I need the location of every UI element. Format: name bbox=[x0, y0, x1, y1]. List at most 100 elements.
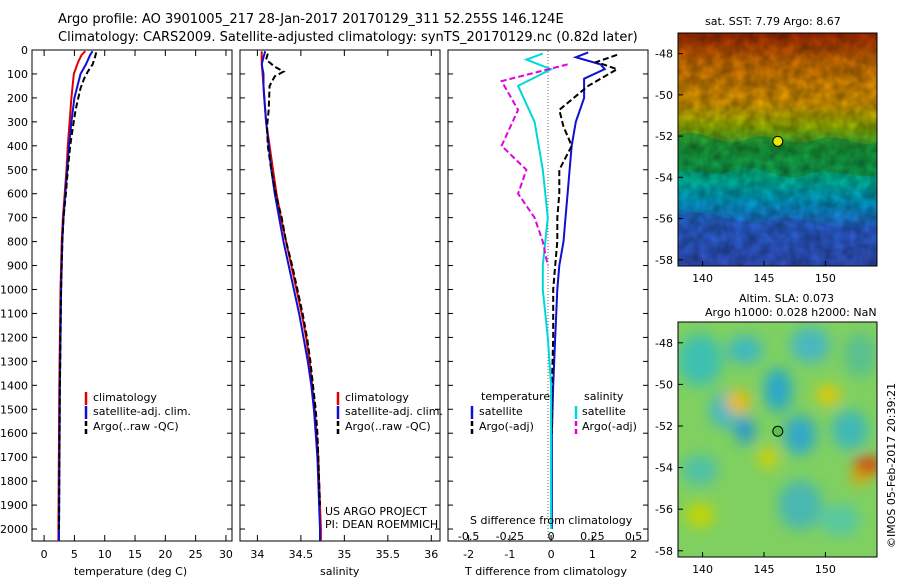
series-line-temperature-satellite bbox=[550, 51, 607, 529]
x-tick-label-top: 0.5 bbox=[625, 530, 643, 543]
sst-map-title: sat. SST: 7.79 Argo: 8.67 bbox=[705, 15, 841, 28]
x-tick-label: 0 bbox=[41, 548, 48, 561]
x-tick-label: 0 bbox=[548, 548, 555, 561]
map-y-tick-label: -48 bbox=[655, 337, 673, 350]
y-tick-label: 1300 bbox=[0, 355, 28, 368]
map-y-tick-label: -50 bbox=[655, 378, 673, 391]
map-y-tick-label: -58 bbox=[655, 254, 673, 267]
series-line-argo-raw-qc- bbox=[58, 52, 98, 530]
sla-map-title-1: Altim. SLA: 0.073 bbox=[739, 292, 835, 305]
series-line-temperature-argo-adj- bbox=[550, 53, 620, 434]
argo-float-marker bbox=[772, 425, 784, 437]
x-tick-label: -2 bbox=[463, 548, 474, 561]
map-y-tick-label: -56 bbox=[655, 503, 673, 516]
legend-temp-argo: Argo(-adj) bbox=[479, 420, 534, 433]
sla-map-title-2: Argo h1000: 0.028 h2000: NaN bbox=[705, 306, 877, 319]
map-y-tick-label: -54 bbox=[655, 462, 673, 475]
x-tick-label: 34 bbox=[250, 548, 264, 561]
y-tick-label: 1500 bbox=[0, 403, 28, 416]
sla-eddies bbox=[678, 327, 877, 536]
header-line-1: Argo profile: AO 3901005_217 28-Jan-2017… bbox=[58, 12, 564, 27]
project-annotation: US ARGO PROJECT bbox=[325, 505, 427, 518]
y-tick-label: 100 bbox=[7, 68, 28, 81]
x-tick-label: 2 bbox=[630, 548, 637, 561]
sla-map-frame bbox=[677, 321, 878, 558]
x-tick-label: 1 bbox=[589, 548, 596, 561]
imos-side-label: ©IMOS 05-Feb-2017 20:39:21 bbox=[885, 382, 898, 548]
temperature-axes-frame bbox=[31, 49, 233, 542]
legend-salinity-title: salinity bbox=[584, 390, 624, 403]
map-y-tick-label: -52 bbox=[655, 420, 673, 433]
y-tick-label: 1000 bbox=[0, 284, 28, 297]
header-line-2: Climatology: CARS2009. Satellite-adjuste… bbox=[58, 30, 638, 45]
y-tick-label: 1800 bbox=[0, 475, 28, 488]
map-x-tick-label: 140 bbox=[692, 272, 713, 285]
salinity-xlabel: salinity bbox=[320, 565, 360, 578]
t-difference-label: T difference from climatology bbox=[465, 565, 627, 578]
map-x-tick-label: 150 bbox=[815, 563, 836, 576]
x-tick-label: 35 bbox=[337, 548, 351, 561]
y-tick-label: 1900 bbox=[0, 499, 28, 512]
legend-temp-satellite: satellite bbox=[479, 405, 523, 418]
x-tick-label: 5 bbox=[71, 548, 78, 561]
map-x-tick-label: 145 bbox=[753, 272, 774, 285]
salinity-axes-frame bbox=[239, 49, 441, 542]
y-tick-label: 900 bbox=[7, 260, 28, 273]
x-tick-label-top: -0.5 bbox=[458, 530, 479, 543]
x-tick-label: 35.5 bbox=[376, 548, 401, 561]
x-tick-label: 10 bbox=[98, 548, 112, 561]
s-difference-label: S difference from climatology bbox=[470, 514, 633, 527]
legend-temperature-title: temperature bbox=[481, 390, 551, 403]
y-tick-label: 500 bbox=[7, 164, 28, 177]
x-tick-label-top: 0.25 bbox=[580, 530, 605, 543]
map-y-tick-label: -50 bbox=[655, 89, 673, 102]
x-tick-label-top: -0.25 bbox=[496, 530, 524, 543]
difference-axes-frame bbox=[447, 49, 649, 542]
map-y-tick-label: -56 bbox=[655, 213, 673, 226]
y-tick-label: 400 bbox=[7, 140, 28, 153]
legend-argo: Argo(..raw -QC) bbox=[93, 420, 179, 433]
x-tick-label: 25 bbox=[189, 548, 203, 561]
series-line-satellite-adj-clim- bbox=[58, 50, 94, 541]
argo-float-marker bbox=[772, 135, 784, 147]
x-tick-label: 34.5 bbox=[289, 548, 314, 561]
x-tick-label-top: 0 bbox=[548, 530, 555, 543]
legend-climatology: climatology bbox=[93, 391, 157, 404]
y-tick-label: 600 bbox=[7, 188, 28, 201]
map-y-tick-label: -48 bbox=[655, 48, 673, 61]
map-x-tick-label: 145 bbox=[753, 563, 774, 576]
series-line-salinity-argo-adj- bbox=[500, 63, 568, 266]
map-y-tick-label: -54 bbox=[655, 171, 673, 184]
legend-sal-argo: Argo(-adj) bbox=[582, 420, 637, 433]
legend-satellite: satellite-adj. clim. bbox=[93, 405, 191, 418]
y-tick-label: 2000 bbox=[0, 523, 28, 536]
x-tick-label: 30 bbox=[219, 548, 233, 561]
series-line-argo-raw-qc- bbox=[264, 53, 321, 506]
y-tick-label: 300 bbox=[7, 116, 28, 129]
x-tick-label: 20 bbox=[158, 548, 172, 561]
y-tick-label: 0 bbox=[21, 44, 28, 57]
y-tick-label: 200 bbox=[7, 92, 28, 105]
y-tick-label: 700 bbox=[7, 212, 28, 225]
legend-satellite-2: satellite-adj. clim. bbox=[345, 405, 443, 418]
y-tick-label: 1400 bbox=[0, 379, 28, 392]
legend-argo-2: Argo(..raw -QC) bbox=[345, 420, 431, 433]
map-x-tick-label: 150 bbox=[815, 272, 836, 285]
pi-annotation: PI: DEAN ROEMMICH bbox=[325, 518, 439, 531]
legend-sal-satellite: satellite bbox=[582, 405, 626, 418]
sst-map-frame bbox=[677, 32, 878, 267]
y-tick-label: 1700 bbox=[0, 451, 28, 464]
x-tick-label: -1 bbox=[504, 548, 515, 561]
y-tick-label: 800 bbox=[7, 236, 28, 249]
y-tick-label: 1200 bbox=[0, 331, 28, 344]
x-tick-label: 15 bbox=[128, 548, 142, 561]
map-y-tick-label: -52 bbox=[655, 130, 673, 143]
x-tick-label: 36 bbox=[424, 548, 438, 561]
y-tick-label: 1600 bbox=[0, 427, 28, 440]
map-x-tick-label: 140 bbox=[692, 563, 713, 576]
